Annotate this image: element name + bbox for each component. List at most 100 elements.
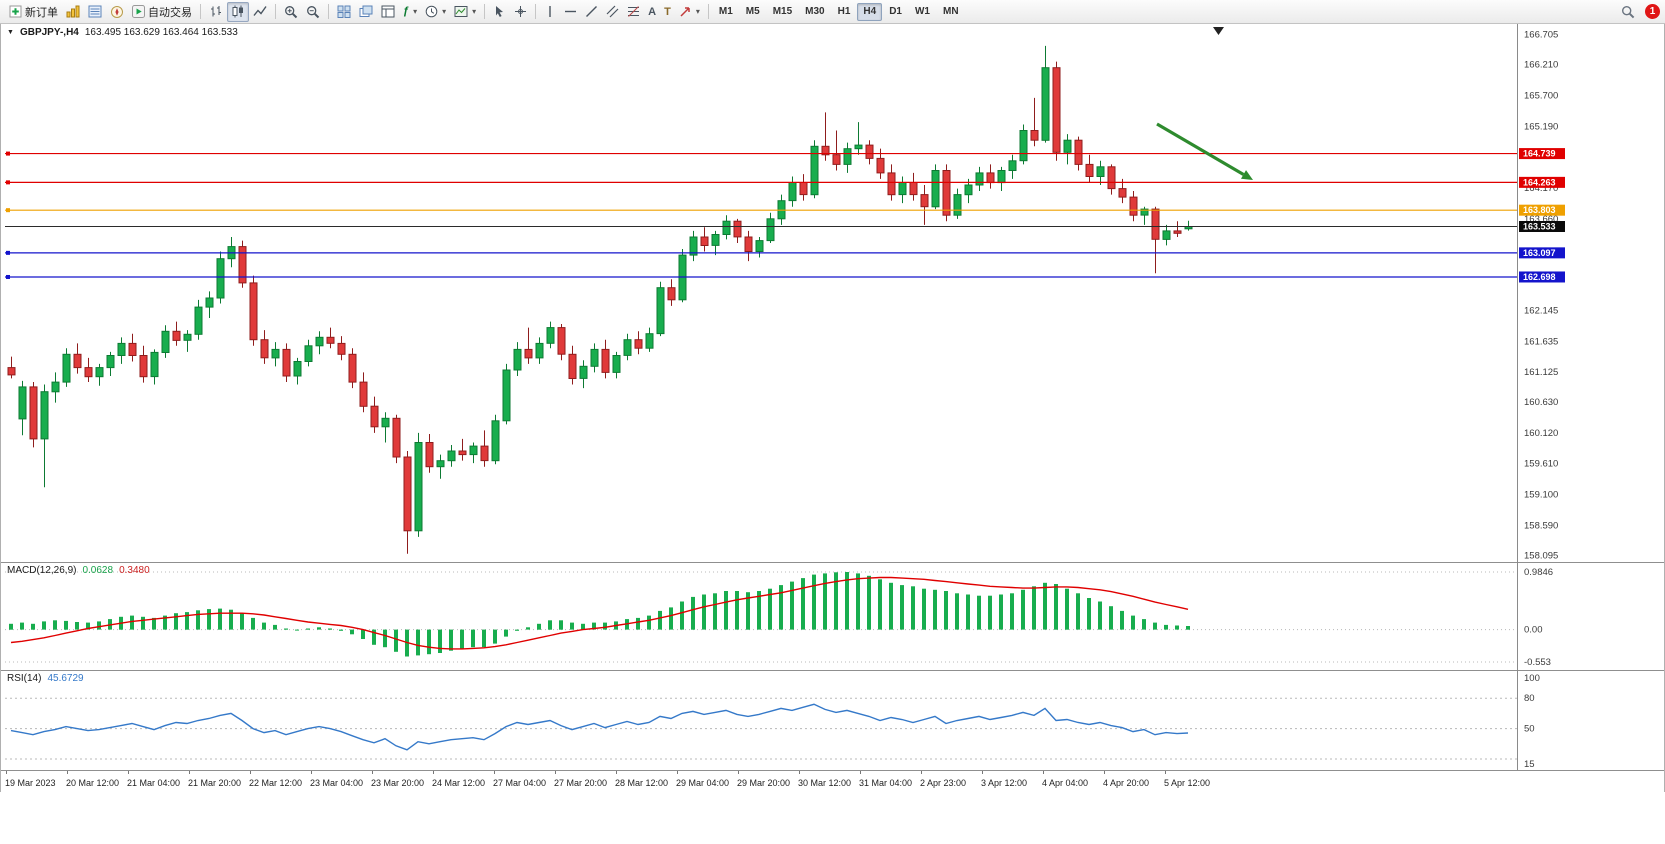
arrow-annotation[interactable] xyxy=(1156,122,1245,176)
cursor-icon xyxy=(496,6,504,17)
text-label-button[interactable]: T xyxy=(660,2,675,22)
time-axis-tick xyxy=(250,771,251,774)
cascade-windows-icon xyxy=(359,5,373,17)
zoom-out-button[interactable] xyxy=(302,2,324,22)
candle xyxy=(1019,130,1028,162)
dropdown-arrow-icon: ▾ xyxy=(472,7,477,16)
chart-ohlc-values: 163.495 163.629 163.464 163.533 xyxy=(84,27,238,38)
dropdown-arrow-icon: ▾ xyxy=(442,7,447,16)
tile-windows-button[interactable] xyxy=(333,2,355,22)
data-window-icon xyxy=(381,5,395,18)
candle xyxy=(535,342,544,359)
chart-window-icon xyxy=(66,5,80,18)
candle xyxy=(458,450,467,456)
candle xyxy=(260,339,269,359)
candle xyxy=(62,353,71,383)
macd-value: 0.0628 xyxy=(82,565,114,576)
time-axis-tick xyxy=(982,771,983,774)
candle xyxy=(799,182,808,196)
collapse-triangle-icon[interactable]: ▼ xyxy=(7,29,14,36)
candle xyxy=(931,170,940,208)
rsi-axis-label: 80 xyxy=(1524,693,1535,704)
time-axis-tick xyxy=(677,771,678,774)
arrows-button[interactable]: ▾ xyxy=(675,2,704,22)
svg-text:163.097: 163.097 xyxy=(1523,248,1556,258)
timeframe-button-w1[interactable]: W1 xyxy=(909,3,936,21)
timeframe-button-m30[interactable]: M30 xyxy=(799,3,830,21)
candle xyxy=(326,336,335,344)
candle xyxy=(1107,166,1116,190)
line-chart-button[interactable] xyxy=(249,2,271,22)
time-axis[interactable]: 19 Mar 2023 20 Mar 12:00 21 Mar 04:00 21 Ma… xyxy=(1,770,1664,792)
candle xyxy=(381,417,390,428)
price-axis-label: 158.590 xyxy=(1524,520,1558,531)
candle xyxy=(84,367,93,378)
toolbar-separator xyxy=(275,4,276,19)
text-button[interactable]: A xyxy=(644,2,660,22)
candle xyxy=(788,182,797,202)
fibonacci-button[interactable] xyxy=(623,2,644,22)
candle xyxy=(898,182,907,196)
bottom-margin xyxy=(0,792,1665,844)
time-axis-label: 29 Mar 04:00 xyxy=(676,778,730,788)
templates-button[interactable]: ▾ xyxy=(450,2,480,22)
candle xyxy=(139,355,148,378)
equidistant-channel-button[interactable] xyxy=(602,2,623,22)
line-anchor-handle[interactable] xyxy=(6,180,10,185)
candle xyxy=(1096,166,1105,178)
rsi-line xyxy=(10,703,1189,751)
cursor-button[interactable] xyxy=(489,2,510,22)
vertical-line-button[interactable] xyxy=(540,2,560,22)
candle xyxy=(414,442,423,532)
candle xyxy=(733,220,742,238)
candle xyxy=(634,339,643,349)
timeframe-button-m5[interactable]: M5 xyxy=(740,3,766,21)
timeframe-button-h1[interactable]: H1 xyxy=(832,3,857,21)
auto-trading-button[interactable]: 自动交易 xyxy=(128,2,196,22)
horizontal-line-button[interactable] xyxy=(560,2,581,22)
candle xyxy=(194,306,203,335)
candle xyxy=(689,236,698,256)
price-chart-canvas[interactable]: 166.705 166.210 165.700 165.190 164.170 163.6… xyxy=(1,24,1664,562)
crosshair-button[interactable] xyxy=(510,2,531,22)
horizontal-line-icon xyxy=(565,10,577,13)
timeframe-button-m15[interactable]: M15 xyxy=(767,3,798,21)
indicators-button[interactable]: ƒ ▾ xyxy=(399,2,421,22)
fibonacci-icon xyxy=(628,6,640,17)
bar-chart-button[interactable] xyxy=(205,2,227,22)
navigator-button[interactable] xyxy=(106,2,128,22)
timeframe-button-h4[interactable]: H4 xyxy=(857,2,883,21)
svg-text:162.698: 162.698 xyxy=(1523,272,1556,282)
market-watch-button[interactable] xyxy=(84,2,106,22)
new-order-button[interactable]: 新订单 xyxy=(5,2,62,22)
line-anchor-handle[interactable] xyxy=(6,274,10,279)
candle xyxy=(117,342,126,356)
notification-badge[interactable]: 1 xyxy=(1645,4,1660,19)
line-anchor-handle[interactable] xyxy=(6,151,10,156)
candlestick-chart-button[interactable] xyxy=(227,1,249,22)
timeframe-button-d1[interactable]: D1 xyxy=(883,3,908,21)
chart-shift-marker-icon[interactable] xyxy=(1213,27,1224,35)
arrow-annotation-head[interactable] xyxy=(1240,170,1253,180)
timeframe-button-m1[interactable]: M1 xyxy=(713,3,739,21)
indicators-icon: ƒ xyxy=(403,5,410,17)
time-axis-label: 4 Apr 04:00 xyxy=(1042,778,1089,788)
time-axis-tick xyxy=(1165,771,1166,774)
cascade-windows-button[interactable] xyxy=(355,2,377,22)
candle xyxy=(942,170,951,216)
data-window-button[interactable] xyxy=(377,2,399,22)
candle xyxy=(700,236,709,246)
search-button[interactable] xyxy=(1617,2,1639,22)
rsi-canvas[interactable]: 100 80 50 15 xyxy=(1,670,1664,770)
toolbar-separator xyxy=(535,4,537,19)
trendline-button[interactable] xyxy=(581,2,602,22)
charts-window-button[interactable] xyxy=(62,2,84,22)
time-axis-tick xyxy=(738,771,739,774)
macd-canvas[interactable]: 0.9846 0.00 -0.553 xyxy=(1,562,1664,670)
time-axis-tick xyxy=(799,771,800,774)
timeframe-button-mn[interactable]: MN xyxy=(937,3,965,21)
line-anchor-handle[interactable] xyxy=(6,208,10,213)
zoom-in-button[interactable] xyxy=(280,2,302,22)
line-anchor-handle[interactable] xyxy=(6,250,10,255)
periodicity-button[interactable]: ▾ xyxy=(421,2,450,22)
